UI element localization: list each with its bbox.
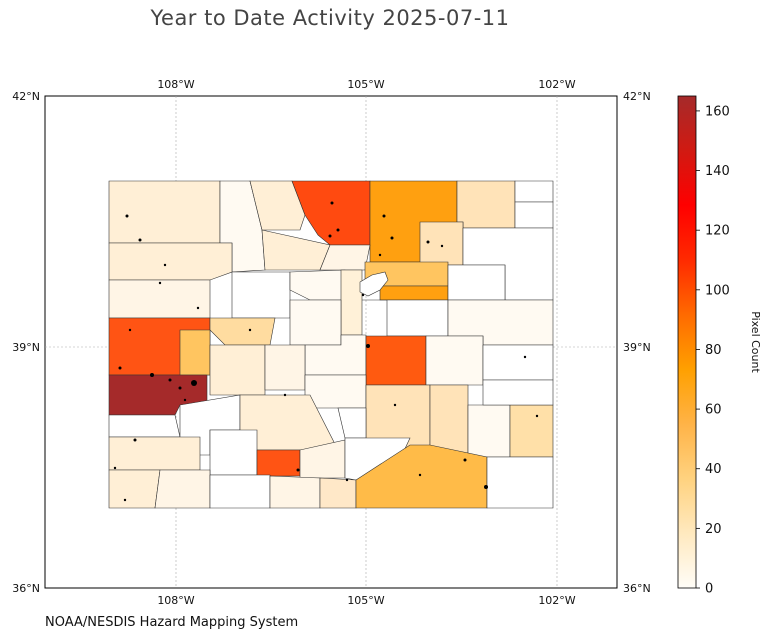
credit-text: NOAA/NESDIS Hazard Mapping System (45, 615, 299, 630)
county-logan (456, 180, 516, 229)
right-tick-2: 39°N (623, 341, 651, 354)
county-lake (289, 299, 342, 346)
fire-point (138, 238, 142, 242)
colorbar-tick-label: 160 (705, 104, 730, 119)
fire-detections (113, 201, 539, 502)
left-tick-2: 39°N (12, 341, 40, 354)
top-tick-3: 102°W (538, 78, 575, 91)
colorbar-tick-label: 100 (705, 283, 730, 298)
right-tick-1: 42°N (623, 90, 651, 103)
county-jackson (249, 180, 306, 231)
fire-point (390, 236, 394, 240)
fire-point (118, 366, 122, 370)
colorbar-tick-label: 140 (705, 164, 730, 179)
county-la-plata (108, 469, 161, 509)
county-archuleta (154, 469, 211, 509)
fire-point (382, 214, 386, 218)
county-morgan (419, 221, 464, 266)
county-cheyenne (425, 335, 484, 386)
county-dolores (108, 414, 181, 438)
fire-point (248, 328, 252, 332)
fire-point (426, 240, 430, 244)
fire-point (133, 438, 137, 442)
county-gunnison (209, 344, 266, 396)
county-chaffee (264, 344, 306, 391)
county-kit-carson (447, 264, 506, 301)
county-rio-blanco (108, 242, 233, 281)
fire-point (113, 466, 117, 470)
colorbar-tick-label: 80 (705, 343, 722, 358)
fire-point (158, 281, 162, 285)
county-prowers (509, 404, 554, 458)
right-tick-3: 36°N (623, 582, 651, 595)
fire-point (168, 378, 172, 382)
metro-area (359, 271, 389, 297)
county-mineral (209, 474, 271, 509)
colorbar-tick-label: 20 (705, 522, 722, 537)
fire-point (393, 403, 397, 407)
colorbar (677, 95, 697, 589)
fire-point (336, 228, 340, 232)
county-conejos (269, 475, 321, 509)
bottom-tick-3: 102°W (538, 594, 575, 607)
county-sedgwick (514, 180, 554, 203)
fire-point (196, 306, 200, 310)
left-tick-1: 42°N (12, 90, 40, 103)
left-tick-3: 36°N (12, 582, 40, 595)
county-costilla (319, 477, 357, 509)
county-jefferson (340, 269, 363, 336)
fire-point (378, 253, 382, 257)
county-el-paso (365, 335, 427, 386)
county-kiowa (482, 344, 554, 381)
fire-point (463, 458, 467, 462)
county-hinsdale (209, 429, 258, 476)
fire-point (523, 355, 527, 359)
fire-point (345, 478, 349, 482)
fire-point (418, 473, 422, 477)
county-baca (486, 456, 554, 509)
chart-title: Year to Date Activity 2025-07-11 (150, 6, 510, 30)
fire-point (484, 485, 488, 489)
colorbar-ticks: 0 20 40 60 80 100 120 140 160 (696, 104, 730, 597)
fire-point (163, 263, 167, 267)
county-arapahoe (379, 285, 449, 301)
fire-point (128, 328, 132, 332)
fire-point (440, 244, 444, 248)
county-moffat (108, 180, 221, 244)
fire-point (535, 414, 539, 418)
fire-point (296, 468, 300, 472)
top-tick-2: 105°W (347, 78, 384, 91)
county-garfield (108, 279, 211, 319)
fire-point (330, 201, 334, 205)
fire-point (125, 214, 129, 218)
colorbar-tick-label: 120 (705, 224, 730, 239)
colorbar-label: Pixel Count (749, 311, 762, 373)
fire-point (283, 393, 287, 397)
county-layer (108, 180, 554, 509)
fire-point (123, 498, 127, 502)
bottom-tick-1: 108°W (157, 594, 194, 607)
colorbar-tick-label: 0 (705, 582, 713, 597)
county-rio-grande (256, 449, 301, 477)
fire-point (183, 398, 187, 402)
bottom-tick-2: 105°W (347, 594, 384, 607)
county-cheyenne-east (482, 379, 554, 406)
colorbar-tick-label: 40 (705, 462, 722, 477)
fire-point (150, 373, 154, 377)
top-tick-1: 108°W (157, 78, 194, 91)
fire-point (366, 344, 370, 348)
colorbar-tick-label: 60 (705, 403, 722, 418)
county-bent (467, 404, 511, 458)
fire-point (191, 380, 197, 386)
county-montrose-north (179, 329, 211, 376)
fire-point (361, 293, 365, 297)
fire-point (178, 386, 182, 390)
county-phillips (514, 201, 554, 229)
county-eagle (231, 271, 291, 319)
county-montezuma (108, 436, 201, 471)
fire-point (328, 234, 332, 238)
